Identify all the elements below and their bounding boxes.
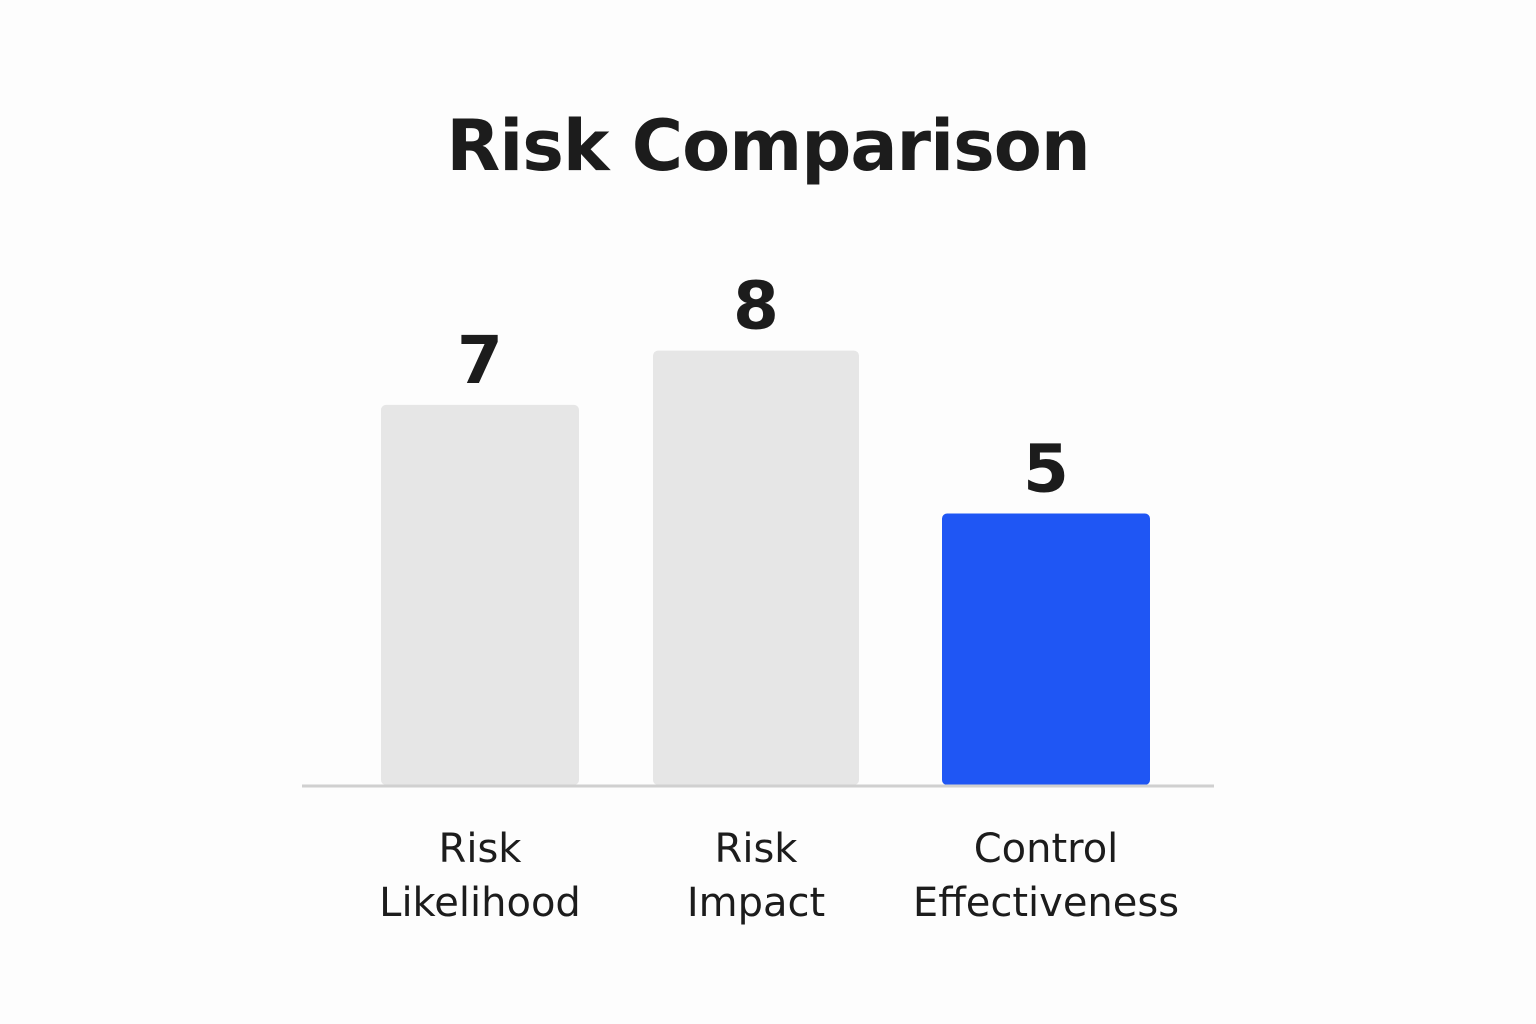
category-label-risk-likelihood: Risk Likelihood: [379, 826, 581, 926]
category-label-line: Control: [974, 826, 1119, 872]
chart-title: Risk Comparison: [446, 105, 1090, 187]
category-label-line: Effectiveness: [913, 880, 1179, 926]
bar-risk-impact: [653, 350, 859, 785]
value-label-risk-impact: 8: [733, 268, 779, 345]
bars-layer: [381, 350, 1150, 785]
labels-layer: 7 Risk Likelihood 8 Risk Impact 5 Control Effect…: [379, 268, 1179, 926]
category-label-line: Likelihood: [379, 880, 581, 926]
category-label-risk-impact: Risk Impact: [687, 826, 825, 926]
category-label-line: Risk: [715, 826, 799, 872]
value-label-risk-likelihood: 7: [457, 322, 503, 399]
value-label-control-effectiveness: 5: [1023, 431, 1069, 508]
bar-risk-likelihood: [381, 404, 579, 785]
category-label-control-effectiveness: Control Effectiveness: [913, 826, 1179, 926]
category-label-line: Impact: [687, 880, 825, 926]
category-label-line: Risk: [439, 826, 523, 872]
bar-control-effectiveness: [942, 513, 1150, 785]
